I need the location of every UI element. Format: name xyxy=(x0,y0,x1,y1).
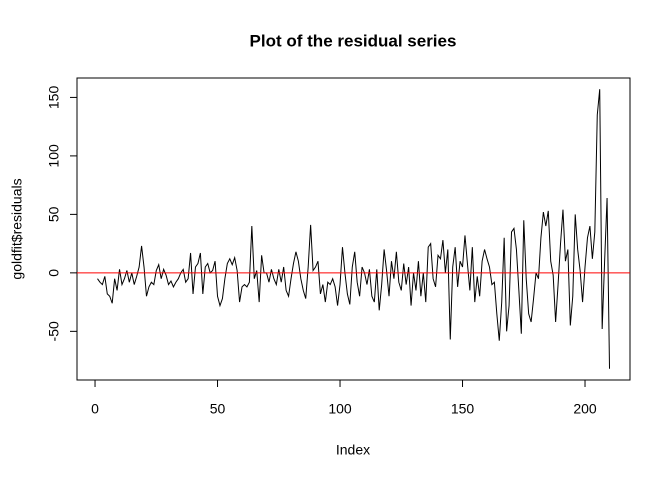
chart-title: Plot of the residual series xyxy=(250,31,457,50)
plot-box xyxy=(76,77,631,381)
x-tick-label: 0 xyxy=(91,401,99,417)
x-tick-label: 200 xyxy=(573,401,597,417)
y-axis-label: goldfit$residuals xyxy=(9,178,25,279)
x-tick-label: 50 xyxy=(210,401,226,417)
y-tick-label: 150 xyxy=(46,86,62,110)
x-axis-label: Index xyxy=(336,442,370,458)
y-tick-label: 0 xyxy=(46,269,62,277)
y-tick-label: 100 xyxy=(46,144,62,168)
x-tick-label: 100 xyxy=(328,401,352,417)
series-line xyxy=(97,89,611,369)
y-tick-label: 50 xyxy=(46,206,62,222)
y-tick-label: -50 xyxy=(46,321,62,341)
x-tick-label: 150 xyxy=(451,401,475,417)
